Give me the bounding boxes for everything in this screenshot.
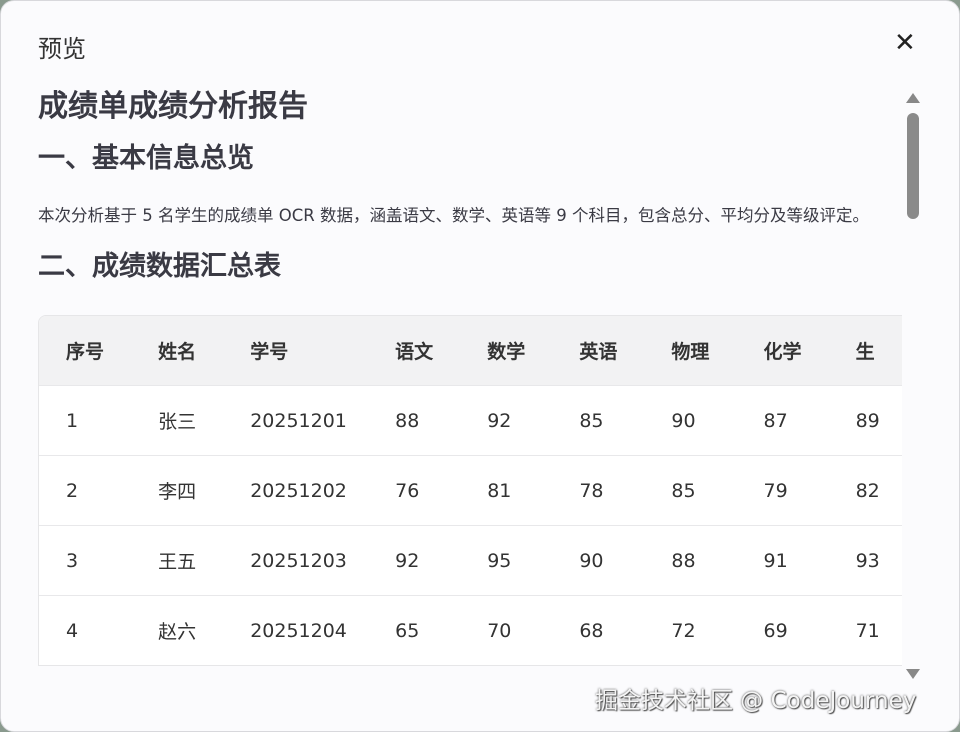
dialog-title: 预览 bbox=[38, 35, 86, 63]
table-row: 1 张三 20251201 88 92 85 90 87 89 bbox=[39, 385, 902, 456]
scrollbar-thumb[interactable] bbox=[907, 113, 919, 219]
scroll-up-arrow[interactable] bbox=[906, 93, 920, 103]
table-cell: 4 bbox=[39, 595, 132, 665]
table-cell: 93 bbox=[828, 525, 902, 596]
column-header: 生 bbox=[828, 316, 902, 386]
table-cell: 王五 bbox=[131, 525, 224, 596]
table-cell: 2 bbox=[39, 455, 132, 526]
table-cell: 赵六 bbox=[131, 595, 224, 665]
table-cell: 70 bbox=[460, 595, 553, 665]
table-cell: 88 bbox=[644, 525, 737, 596]
table-header-row: 序号 姓名 学号 语文 数学 英语 物理 化学生 bbox=[39, 316, 902, 386]
table-cell: 95 bbox=[460, 525, 553, 596]
table-cell: 90 bbox=[644, 385, 737, 456]
table-cell: 78 bbox=[552, 455, 645, 526]
table-cell: 3 bbox=[39, 525, 132, 596]
column-header: 数学 bbox=[460, 316, 553, 386]
table-cell: 92 bbox=[368, 525, 461, 596]
table-cell: 85 bbox=[644, 455, 737, 526]
table-cell: 71 bbox=[828, 595, 902, 665]
table-cell: 82 bbox=[828, 455, 902, 526]
column-header: 姓名 bbox=[131, 316, 224, 386]
column-header: 序号 bbox=[39, 316, 132, 386]
table-cell: 20251202 bbox=[223, 455, 369, 526]
section-heading-table: 二、成绩数据汇总表 bbox=[38, 251, 281, 282]
column-header: 物理 bbox=[644, 316, 737, 386]
table-cell: 65 bbox=[368, 595, 461, 665]
watermark: 掘金技术社区 @ CodeJourney bbox=[595, 688, 917, 714]
column-header: 英语 bbox=[552, 316, 645, 386]
table-cell: 76 bbox=[368, 455, 461, 526]
report-content[interactable]: 成绩单成绩分析报告 一、基本信息总览 本次分析基于 5 名学生的成绩单 OCR … bbox=[38, 83, 902, 686]
summary-paragraph: 本次分析基于 5 名学生的成绩单 OCR 数据，涵盖语文、数学、英语等 9 个科… bbox=[38, 206, 869, 225]
table-cell: 85 bbox=[552, 385, 645, 456]
table-cell: 79 bbox=[736, 455, 829, 526]
table-cell: 72 bbox=[644, 595, 737, 665]
table-cell: 87 bbox=[736, 385, 829, 456]
table-cell: 20251203 bbox=[223, 525, 369, 596]
table-cell: 李四 bbox=[131, 455, 224, 526]
table-cell: 88 bbox=[368, 385, 461, 456]
table-row: 4 赵六 20251204 65 70 68 72 69 71 bbox=[39, 595, 902, 665]
report-title: 成绩单成绩分析报告 bbox=[38, 89, 308, 124]
table-cell: 20251204 bbox=[223, 595, 369, 665]
table-cell: 69 bbox=[736, 595, 829, 665]
table-cell: 89 bbox=[828, 385, 902, 456]
close-icon[interactable]: ✕ bbox=[894, 28, 916, 58]
table-cell: 1 bbox=[39, 385, 132, 456]
table-cell: 张三 bbox=[131, 385, 224, 456]
table-row: 3 王五 20251203 92 95 90 88 91 93 bbox=[39, 525, 902, 596]
table-cell: 92 bbox=[460, 385, 553, 456]
table-cell: 20251201 bbox=[223, 385, 369, 456]
scores-table: 序号 姓名 学号 语文 数学 英语 物理 化学生 1 张三 20251201 88 92 85 90 87 8… bbox=[39, 316, 902, 665]
scroll-down-arrow[interactable] bbox=[906, 669, 920, 679]
table-cell: 90 bbox=[552, 525, 645, 596]
column-header: 化学 bbox=[736, 316, 829, 386]
table-cell: 91 bbox=[736, 525, 829, 596]
scores-table-wrapper[interactable]: 序号 姓名 学号 语文 数学 英语 物理 化学生 1 张三 20251201 88 92 85 90 87 8… bbox=[38, 315, 902, 666]
column-header: 学号 bbox=[223, 316, 369, 386]
table-cell: 81 bbox=[460, 455, 553, 526]
column-header: 语文 bbox=[368, 316, 461, 386]
section-heading-overview: 一、基本信息总览 bbox=[38, 143, 254, 174]
table-cell: 68 bbox=[552, 595, 645, 665]
table-row: 2 李四 20251202 76 81 78 85 79 82 bbox=[39, 455, 902, 526]
